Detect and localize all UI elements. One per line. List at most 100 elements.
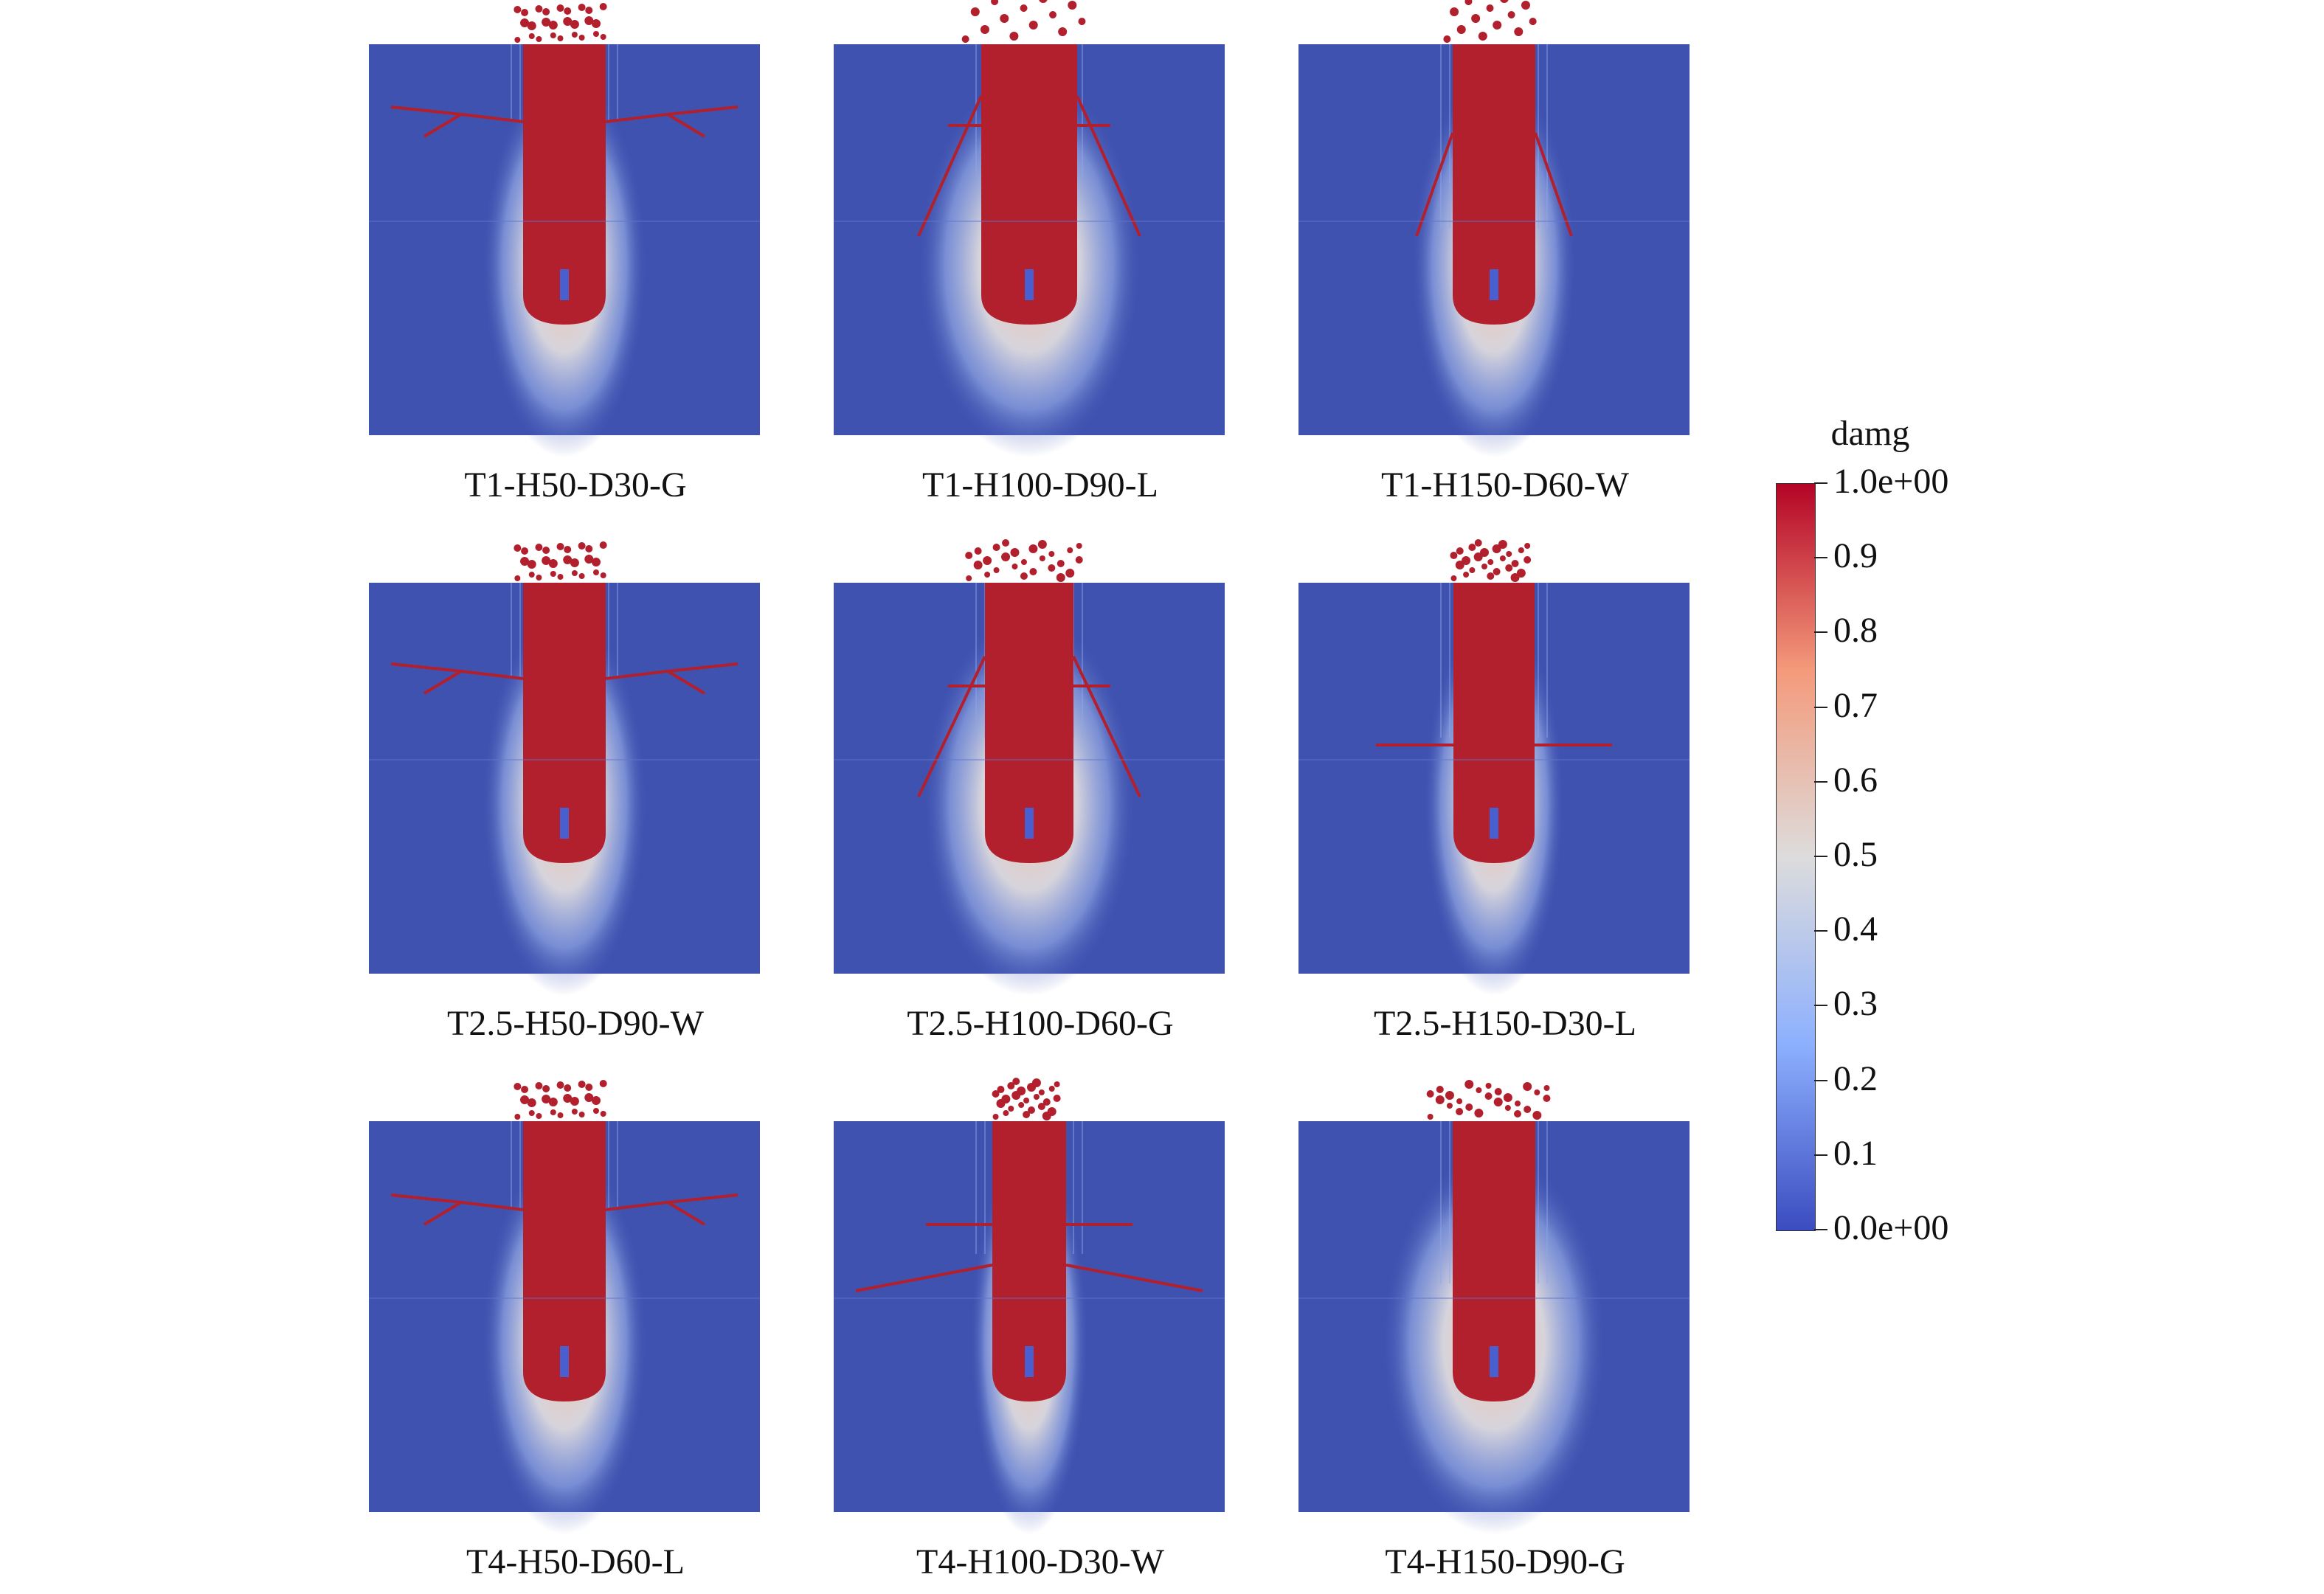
colorbar-tick-label: 0.8 [1833, 611, 1878, 651]
crater-fragment [1028, 21, 1038, 30]
crater-fragment [542, 547, 550, 554]
crater-fragment [584, 1093, 594, 1102]
crater-fragment [1041, 0, 1045, 1]
colorbar-tick-label: 1.0e+00 [1833, 462, 1949, 501]
crater-fragment [548, 1098, 558, 1106]
crater-fragment [1027, 1083, 1037, 1092]
crater-fragment [600, 34, 606, 40]
crater-fragment [563, 1094, 573, 1103]
crater-fragment [1463, 572, 1470, 578]
crater-fragment [1498, 540, 1507, 549]
colorbar-tick [1814, 706, 1827, 708]
crater-fragment [563, 17, 573, 26]
crater-fragment [1510, 573, 1520, 582]
crater-fragment [557, 574, 564, 580]
crater-fragment [1522, 1, 1529, 7]
panel-caption: T2.5-H150-D30-L [1374, 1004, 1636, 1043]
crater-fragment [1048, 551, 1055, 557]
crack [917, 95, 983, 237]
crater-fragment [1000, 14, 1009, 23]
crater-fragment [513, 544, 522, 552]
crater-fragment [996, 1099, 1006, 1108]
colorbar-tick [1814, 482, 1827, 484]
crater-fragment [1485, 1083, 1492, 1089]
colorbar-tick [1814, 1079, 1827, 1081]
crater-fragment [1486, 4, 1494, 12]
crater-fragment [1020, 4, 1028, 12]
crater-fragment [1487, 559, 1494, 565]
crater-fragment [521, 9, 529, 16]
crater-fragment [527, 21, 536, 30]
panel-2: T1-H100-D90-L [834, 0, 1247, 516]
borehole [1490, 1346, 1498, 1377]
crater-fragment [992, 544, 1000, 551]
crater-fragment [1462, 556, 1471, 565]
crater-fragment [542, 8, 550, 15]
crack [917, 656, 986, 797]
crater-fragment [1427, 1114, 1434, 1120]
crater-fragment [1505, 564, 1513, 572]
crater-fragment [1523, 1082, 1532, 1091]
crater-fragment [1503, 1093, 1512, 1102]
colorbar-tick-label: 0.2 [1833, 1058, 1878, 1098]
crater-fragment [1492, 544, 1501, 553]
crater-fragment [1481, 564, 1487, 569]
panel-6: T2.5-H150-D30-L [1298, 538, 1712, 1055]
colorbar-tick [1814, 1229, 1827, 1230]
damage-column [523, 44, 606, 325]
panel-7: T4-H50-D60-L [369, 1077, 782, 1593]
crater-fragment [1543, 1085, 1550, 1091]
damage-field-7 [369, 1080, 760, 1534]
crater-fragment [1003, 1110, 1009, 1116]
crater-fragment [542, 1085, 550, 1092]
crater-fragment [1529, 18, 1537, 25]
crater-fragment [527, 560, 536, 569]
crater-fragment [1020, 572, 1028, 580]
crater-fragment [600, 572, 606, 578]
crater-fragment [1474, 1109, 1484, 1117]
crater-fragment [1011, 32, 1017, 38]
crater-fragment [1493, 21, 1502, 30]
damage-field-1 [369, 3, 760, 457]
crater-fragment [592, 31, 599, 37]
crack [390, 1193, 524, 1226]
crater-fragment [548, 559, 558, 568]
crater-fragment [1464, 1080, 1474, 1089]
crater-fragment [1479, 548, 1489, 557]
crater-fragment [1037, 540, 1047, 549]
crater-fragment [1007, 1082, 1015, 1089]
crater-fragment [1436, 1086, 1444, 1093]
crater-fragment [578, 573, 585, 579]
colorbar-tick-label: 0.9 [1833, 536, 1878, 576]
crater-fragment [1023, 1111, 1031, 1118]
crater-fragment [1065, 569, 1075, 578]
crater-fragment [1029, 568, 1037, 575]
crater-fragment [1474, 539, 1482, 547]
crater-fragment [571, 1109, 578, 1115]
damage-column [523, 1121, 606, 1401]
panel-caption: T1-H100-D90-L [922, 465, 1158, 505]
colorbar-tick-label: 0.5 [1833, 835, 1878, 874]
panel-caption: T2.5-H50-D90-W [447, 1004, 704, 1043]
panel-4: T2.5-H50-D90-W [369, 538, 782, 1055]
crater-fragment [1494, 1088, 1502, 1095]
crater-fragment [563, 555, 573, 564]
crater-fragment [556, 4, 564, 12]
crater-fragment [1469, 567, 1476, 573]
crater-fragment [1054, 1081, 1060, 1087]
crater-fragment [997, 1086, 1005, 1093]
damage-column [523, 583, 606, 863]
crater-fragment [571, 32, 578, 38]
crater-fragment [584, 555, 594, 564]
panel-8: T4-H100-D30-W [834, 1077, 1247, 1593]
crater-fragment [1033, 1094, 1040, 1100]
colorbar-tick-label: 0.6 [1833, 760, 1878, 800]
crater-fragment [1450, 552, 1458, 559]
borehole [1490, 808, 1498, 839]
crater-fragment [1524, 556, 1532, 564]
damage-field-2 [834, 0, 1225, 457]
crater-fragment [564, 546, 572, 553]
crater-fragment [514, 1114, 521, 1120]
crack [1072, 656, 1141, 797]
crater-fragment [535, 5, 543, 13]
